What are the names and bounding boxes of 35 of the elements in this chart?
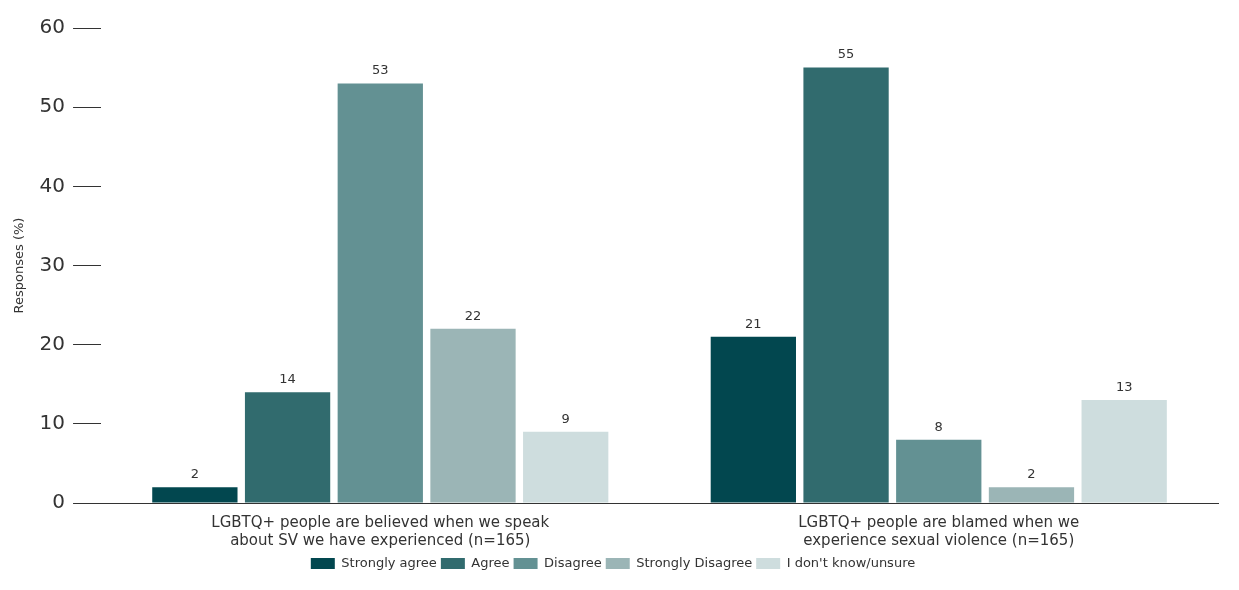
- data-label: 13: [1115, 378, 1133, 394]
- bar: [710, 336, 796, 503]
- bar: [988, 487, 1075, 503]
- y-tick-label: 20: [39, 330, 66, 355]
- x-tick-label: LGBTQ+ people are blamed when we experience sexual violence (n=165): [798, 512, 1080, 549]
- bar: [244, 392, 331, 503]
- data-label: 2: [190, 466, 200, 482]
- data-label: 14: [279, 371, 296, 387]
- y-tick-label: 0: [52, 489, 66, 514]
- legend-label: Strongly Disagree: [636, 554, 753, 570]
- legend-label: I don't know/unsure: [786, 554, 916, 570]
- data-label: 9: [561, 410, 570, 426]
- bar: [1081, 400, 1167, 503]
- bar: [430, 328, 516, 503]
- bar: [337, 83, 423, 503]
- y-tick-label: 60: [39, 14, 66, 39]
- data-label: 2: [1027, 466, 1036, 482]
- data-label: 21: [745, 315, 762, 331]
- data-label: 22: [464, 307, 482, 323]
- legend-label: Strongly agree: [341, 554, 437, 570]
- bar: [803, 67, 889, 503]
- data-label: 55: [837, 46, 855, 62]
- y-tick-label: 10: [39, 410, 66, 435]
- y-tick-label: 50: [39, 93, 66, 118]
- bar: [523, 431, 609, 503]
- data-label: 53: [372, 62, 389, 78]
- y-tick-label: 30: [39, 251, 66, 276]
- bar: [896, 439, 982, 503]
- legend-label: Agree: [471, 554, 510, 570]
- bar: [152, 487, 238, 503]
- data-label: 8: [934, 418, 943, 434]
- y-tick-label: 40: [39, 172, 66, 197]
- y-axis-title: Responses (%): [11, 217, 27, 314]
- legend-label: Disagree: [544, 554, 602, 570]
- x-tick-label: LGBTQ+ people are believed when we speak about SV we have experienced (n=165): [211, 512, 550, 549]
